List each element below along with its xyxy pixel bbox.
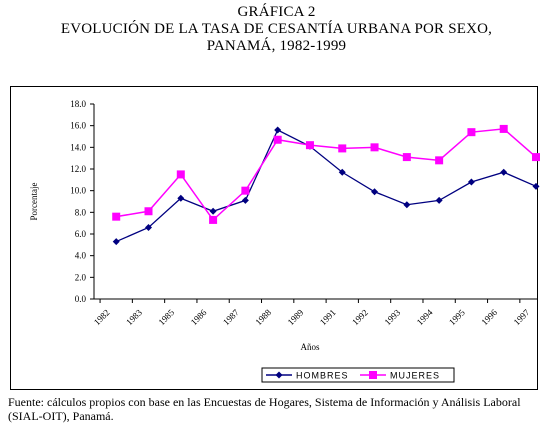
hombres-point <box>532 182 540 190</box>
mujeres-point <box>467 128 476 137</box>
x-tick-label: 1988 <box>253 307 273 327</box>
x-tick-label: 1994 <box>415 307 435 327</box>
mujeres-point <box>338 144 347 153</box>
legend-label-mujeres: MUJERES <box>390 371 440 381</box>
y-tick-label: 14.0 <box>70 142 86 152</box>
mujeres-point <box>176 170 185 179</box>
mujeres-point <box>532 153 540 162</box>
hombres-point <box>209 207 217 215</box>
hombres-point <box>177 194 185 202</box>
mujeres-point <box>435 156 444 165</box>
legend-marker-mujeres <box>369 371 377 379</box>
chart-frame <box>10 86 538 390</box>
mujeres-point <box>305 141 314 150</box>
legend-box <box>261 367 455 383</box>
x-tick-label: 1989 <box>286 307 306 327</box>
legend-label-hombres: HOMBRES <box>296 371 349 381</box>
hombres-point <box>112 238 120 246</box>
hombres-point <box>435 196 443 204</box>
source-note: Fuente: cálculos propios con base en las… <box>8 395 521 423</box>
y-tick-label: 4.0 <box>75 251 87 261</box>
x-tick-label: 1991 <box>318 307 338 327</box>
y-tick-label: 18.0 <box>70 99 86 109</box>
y-tick-label: 6.0 <box>75 229 87 239</box>
hombres-point <box>467 178 475 186</box>
x-tick-label: 1997 <box>512 307 532 327</box>
hombres-point <box>274 126 282 134</box>
hombres-point <box>371 188 379 196</box>
y-tick-label: 8.0 <box>75 207 87 217</box>
hombres-point <box>145 224 153 231</box>
y-axis-label: Porcentaje <box>29 183 39 221</box>
mujeres-point <box>402 153 411 162</box>
mujeres-point <box>499 124 508 133</box>
y-tick-label: 10.0 <box>70 186 86 196</box>
mujeres-point <box>370 143 379 152</box>
hombres-point <box>500 168 508 176</box>
x-tick-label: 1983 <box>124 307 144 327</box>
y-tick-label: 2.0 <box>75 272 87 282</box>
y-tick-label: 12.0 <box>70 164 86 174</box>
series-line-hombres <box>115 129 537 243</box>
mujeres-point <box>273 135 282 144</box>
x-tick-label: 1987 <box>221 307 241 327</box>
chart-title: GRÁFICA 2 EVOLUCIÓN DE LA TASA DE CESANT… <box>0 4 553 55</box>
y-tick-label: 16.0 <box>70 121 86 131</box>
hombres-point <box>403 201 411 209</box>
title-line-1: GRÁFICA 2 <box>237 4 316 20</box>
x-axis-label: Años <box>300 342 319 352</box>
title-line-3: PANAMÁ, 1982-1999 <box>206 38 347 54</box>
x-tick-label: 1986 <box>189 307 209 327</box>
x-tick-label: 1985 <box>156 307 176 327</box>
legend-marker-hombres <box>275 371 283 379</box>
x-tick-label: 1993 <box>382 307 402 327</box>
mujeres-point <box>209 215 218 224</box>
x-tick-label: 1982 <box>92 307 112 327</box>
mujeres-point <box>241 186 250 195</box>
x-tick-label: 1996 <box>479 307 499 327</box>
y-tick-label: 0.0 <box>75 294 87 304</box>
title-line-2: EVOLUCIÓN DE LA TASA DE CESANTÍA URBANA … <box>60 21 493 37</box>
x-tick-label: 1992 <box>350 307 370 327</box>
x-tick-label: 1995 <box>447 307 467 327</box>
mujeres-point <box>112 212 121 221</box>
hombres-point <box>241 196 249 204</box>
series-line-mujeres <box>116 128 537 222</box>
hombres-point <box>338 168 346 176</box>
mujeres-point <box>144 207 153 216</box>
